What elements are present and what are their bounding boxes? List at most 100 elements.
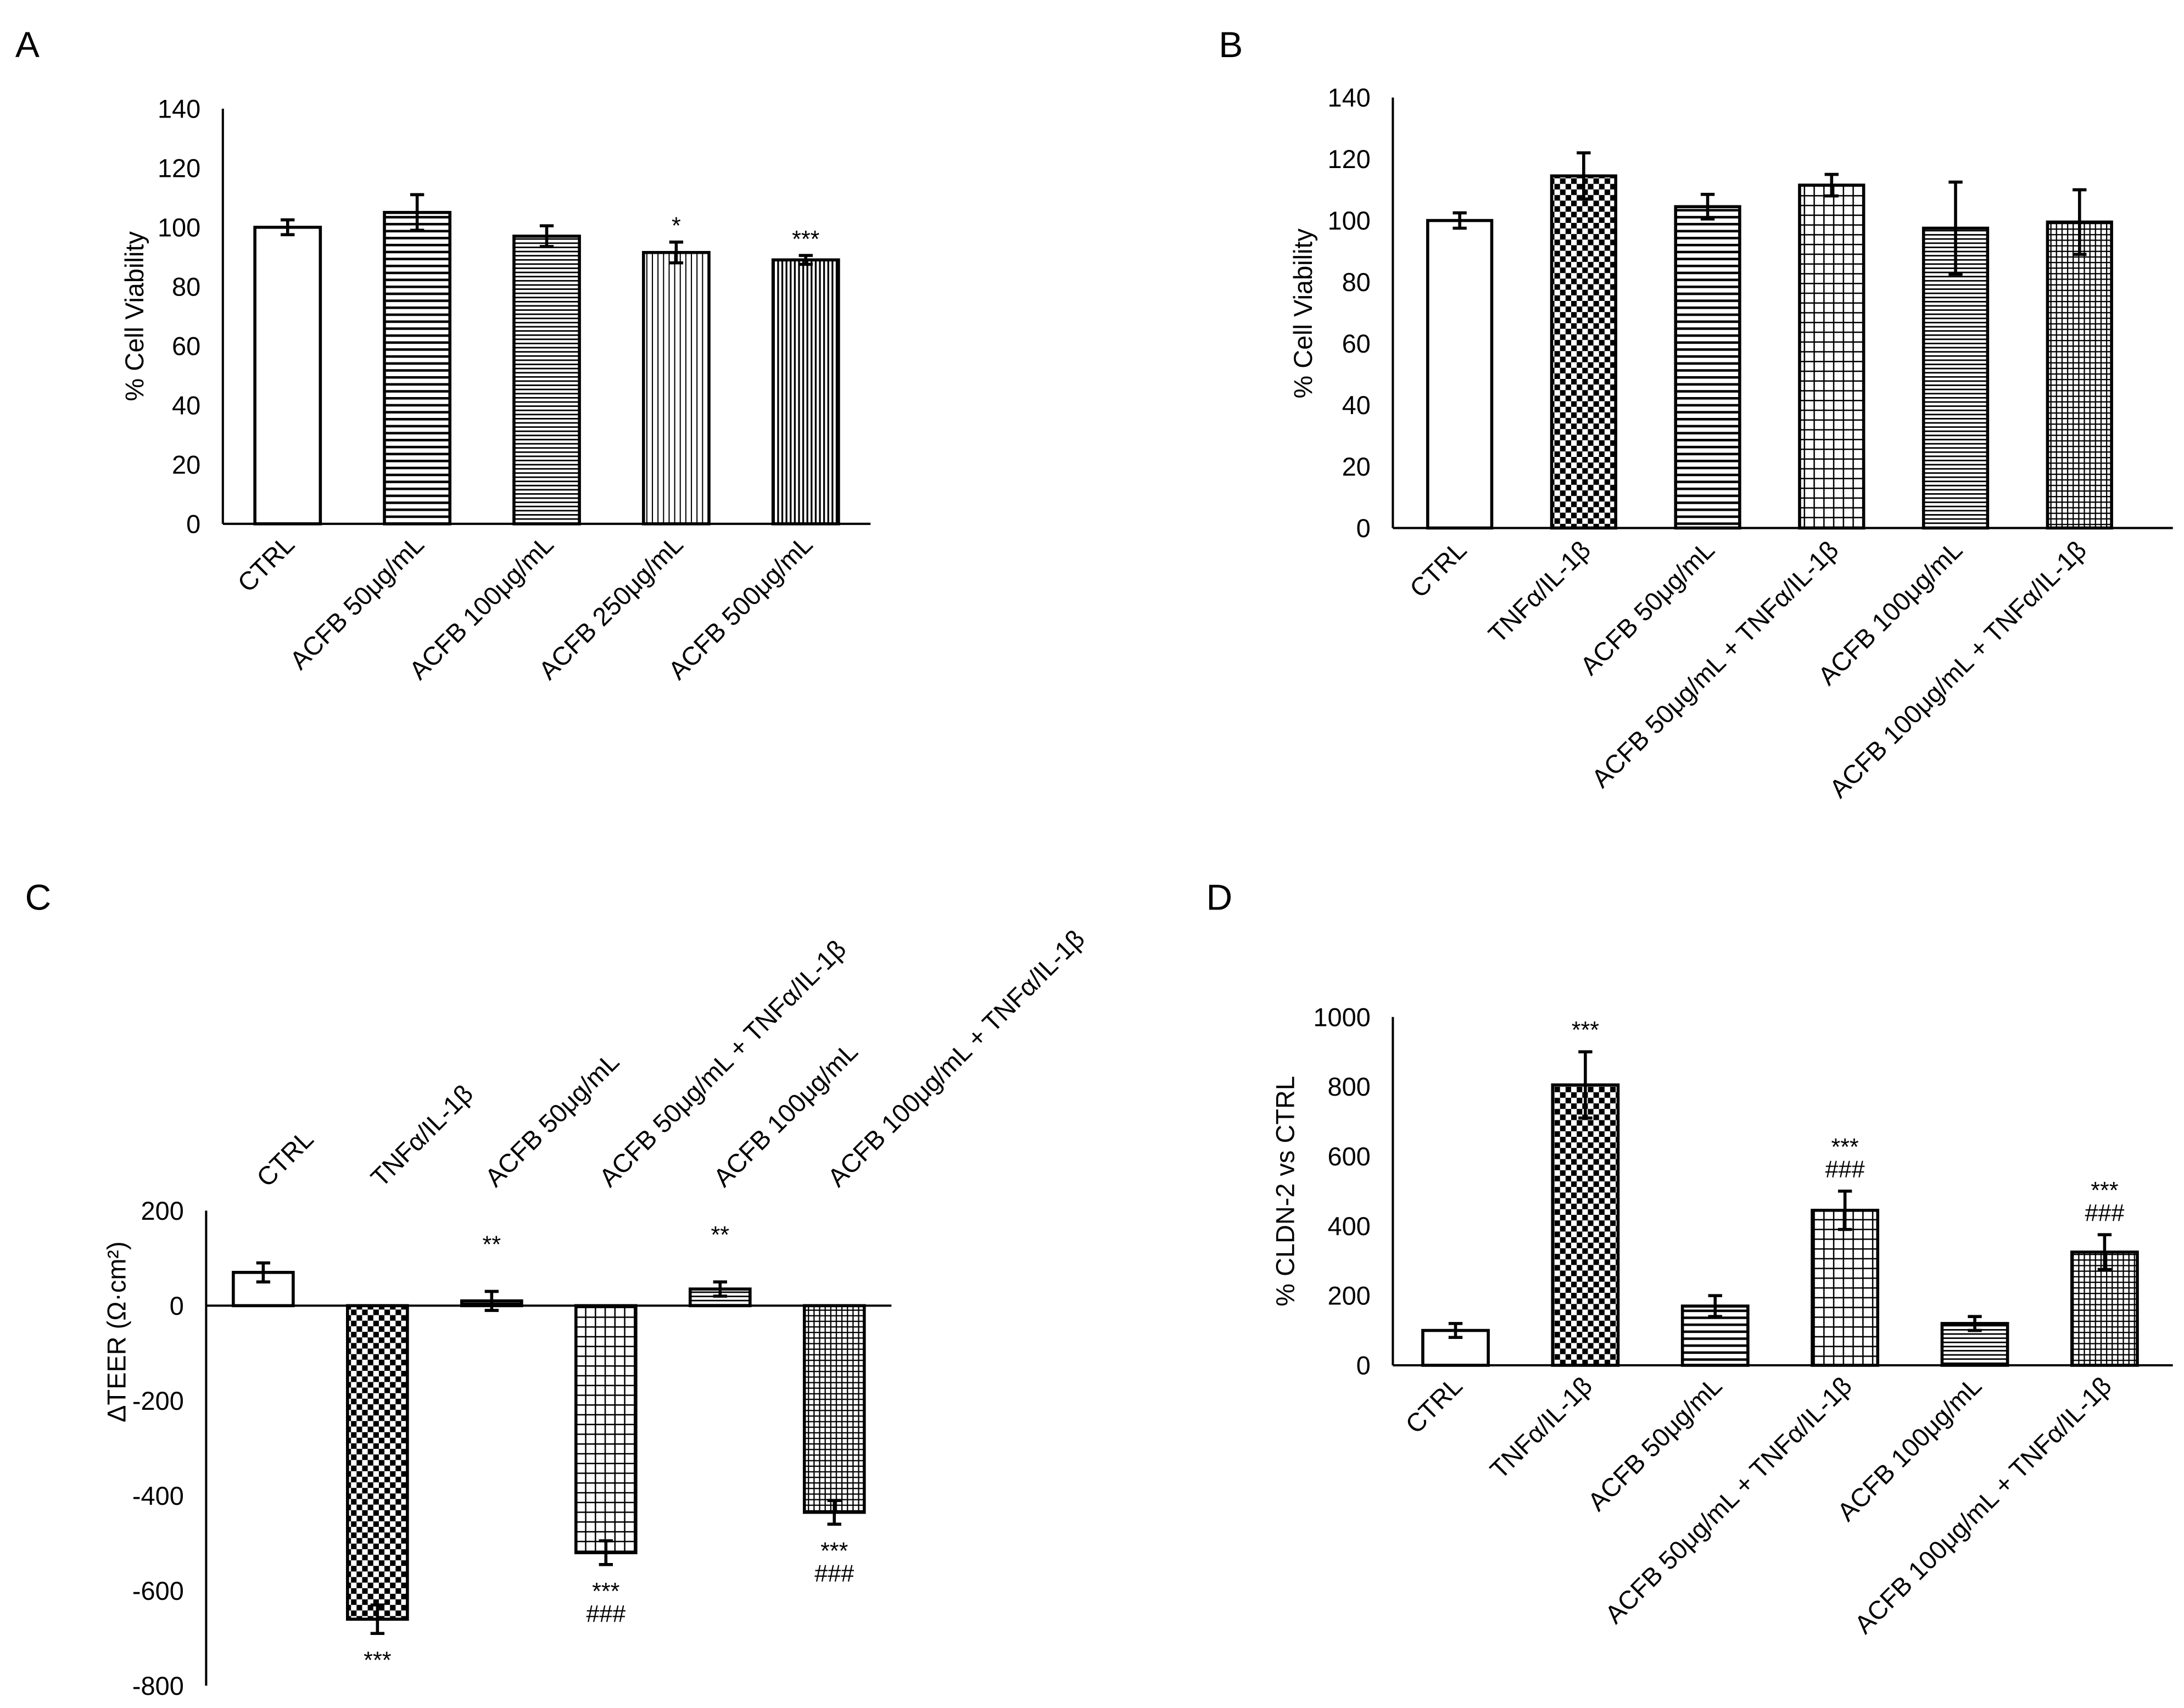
significance-label: *: [672, 213, 681, 239]
plot-area: -800-600-400-2000200********###*****###C…: [132, 924, 1090, 1700]
y-tick-label: 40: [1342, 391, 1371, 420]
y-tick-label: 120: [158, 154, 200, 182]
y-tick-label: 120: [1328, 145, 1371, 174]
error-bar: [599, 1539, 613, 1566]
category-label: TNFα/IL-1β: [1484, 1371, 1597, 1484]
y-axis-label: ΔTEER (Ω·cm²): [102, 1241, 131, 1422]
y-axis-label: % CLDN-2 vs CTRL: [1271, 1076, 1299, 1307]
error-bar: [798, 254, 813, 266]
bar: [512, 235, 581, 526]
y-tick-label: 80: [172, 272, 200, 301]
y-tick-label: 0: [170, 1292, 184, 1320]
significance-label: ###: [2085, 1200, 2124, 1226]
category-label: ACFB 50μg/mL: [284, 530, 429, 675]
error-bar: [1708, 1294, 1722, 1318]
y-tick-label: 800: [1328, 1073, 1371, 1101]
significance-label: ***: [792, 226, 820, 253]
y-axis-label: % Cell Viability: [1289, 228, 1317, 399]
bar: [383, 211, 452, 526]
error-bar: [713, 1280, 727, 1298]
significance-label: ***: [1831, 1134, 1859, 1160]
y-tick-label: 100: [1328, 206, 1371, 235]
category-label: ACFB 500μg/mL: [663, 530, 818, 685]
error-bar: [1578, 1050, 1593, 1120]
panel-c: C ΔTEER (Ω·cm²) -800-600-400-2000200****…: [25, 877, 1090, 1700]
y-tick-label: 80: [1342, 268, 1371, 297]
category-label: ACFB 100μg/mL + TNFα/IL-1β: [1824, 535, 2092, 803]
category-label: CTRL: [1400, 1371, 1467, 1439]
error-bar: [539, 224, 554, 248]
category-label: CTRL: [251, 1124, 319, 1192]
category-label: ACFB 50μg/mL + TNFα/IL-1β: [1586, 535, 1844, 793]
y-tick-label: 60: [1342, 330, 1371, 358]
error-bar: [827, 1499, 841, 1526]
bar: [771, 258, 840, 526]
error-bar: [2073, 188, 2087, 256]
bar: [1551, 1083, 1620, 1367]
panel-b: B % Cell Viability 0 20 40 60 80 100 120 140 CTR…: [1219, 24, 2173, 803]
significance-label: ***: [2091, 1177, 2119, 1204]
significance-label: **: [483, 1231, 501, 1258]
y-tick-label: 140: [158, 94, 200, 123]
y-tick-label: 0: [186, 510, 200, 538]
error-bar: [484, 1290, 499, 1312]
y-tick-label: 140: [1328, 83, 1371, 112]
y-tick-label: -200: [132, 1387, 184, 1415]
error-bar: [410, 193, 424, 232]
bar: [1798, 183, 1865, 530]
bar: [574, 1304, 638, 1554]
bar: [802, 1304, 866, 1514]
y-tick-label: 400: [1328, 1212, 1371, 1241]
error-bar: [256, 1261, 271, 1283]
significance-label: **: [711, 1222, 730, 1248]
bar: [1674, 205, 1741, 530]
bar: [1922, 226, 1990, 530]
y-axis-label: % Cell Viability: [120, 231, 149, 401]
significance-label: ###: [586, 1601, 625, 1627]
category-label: ACFB 50μg/mL + TNFα/IL-1β: [1600, 1371, 1857, 1629]
y-tick-label: 20: [1342, 453, 1371, 481]
y-tick-label: 0: [1356, 514, 1371, 543]
bar: [1811, 1208, 1880, 1367]
y-tick-label: -600: [132, 1577, 184, 1605]
bar: [642, 250, 711, 526]
category-label: ACFB 50μg/mL + TNFα/IL-1β: [594, 935, 851, 1192]
category-label: ACFB 100μg/mL + TNFα/IL-1β: [822, 924, 1090, 1192]
significance-label: ***: [1572, 1017, 1600, 1043]
panel-label: D: [1206, 877, 1232, 917]
error-bar: [281, 218, 295, 237]
y-tick-label: 200: [141, 1197, 184, 1225]
significance-label: ***: [592, 1578, 620, 1605]
category-label: CTRL: [232, 530, 300, 598]
bar: [1550, 174, 1617, 530]
category-label: TNFα/IL-1β: [365, 1079, 478, 1192]
panel-label: A: [15, 24, 40, 65]
panel-d: D % CLDN-2 vs CTRL 0 200 400 600 800 1000 *** *…: [1206, 877, 2173, 1639]
y-tick-label: 600: [1328, 1142, 1371, 1171]
error-bar: [1837, 1190, 1852, 1231]
panel-label: B: [1219, 24, 1243, 65]
y-tick-label: 20: [172, 450, 200, 479]
panel-a: A % Cell Viability 020406080100120140***…: [15, 24, 871, 685]
category-label: CTRL: [1404, 535, 1472, 603]
category-label: TNFα/IL-1β: [1483, 535, 1596, 649]
y-tick-label: 100: [158, 213, 200, 242]
error-bar: [1824, 172, 1839, 198]
category-label: ACFB 50μg/mL: [1575, 535, 1720, 680]
category-label: ACFB 50μg/mL: [1582, 1371, 1727, 1516]
y-tick-label: 200: [1328, 1282, 1371, 1310]
error-bar: [1577, 151, 1591, 201]
y-tick-label: 1000: [1313, 1003, 1370, 1031]
bar: [1426, 219, 1494, 530]
y-tick-label: 0: [1356, 1351, 1371, 1380]
error-bar: [1968, 1315, 1982, 1332]
bar: [1421, 1329, 1490, 1367]
error-bar: [1948, 180, 1963, 276]
error-bar: [2097, 1233, 2112, 1271]
error-bar: [370, 1603, 385, 1636]
category-label: ACFB 100μg/mL + TNFα/IL-1β: [1849, 1371, 2117, 1639]
panel-label: C: [25, 877, 52, 917]
significance-label: ***: [364, 1648, 392, 1674]
y-tick-label: -800: [132, 1672, 184, 1700]
